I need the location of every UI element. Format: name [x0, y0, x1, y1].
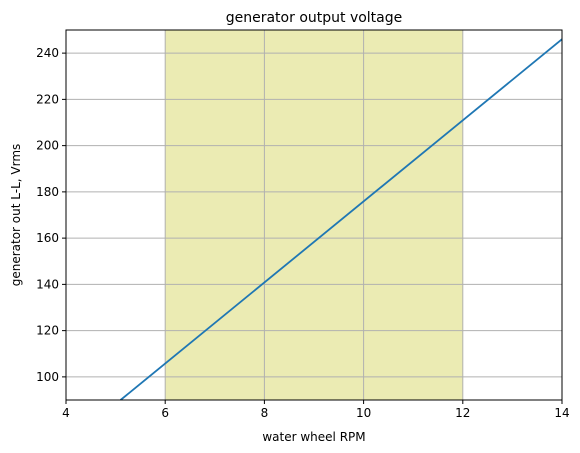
- x-tick-label: 4: [62, 406, 70, 420]
- x-tick-label: 14: [554, 406, 569, 420]
- shaded-region: [165, 30, 463, 400]
- y-tick-label: 100: [36, 370, 59, 384]
- x-axis-label: water wheel RPM: [262, 430, 365, 444]
- shaded-region-layer: [165, 30, 463, 400]
- grid-layer: [66, 30, 562, 400]
- chart-title: generator output voltage: [226, 10, 403, 26]
- y-tick-label: 220: [36, 92, 59, 106]
- x-tick-label: 6: [161, 406, 169, 420]
- series-line: [119, 38, 562, 400]
- x-tick-label: 8: [261, 406, 269, 420]
- y-tick-label: 240: [36, 46, 59, 60]
- y-tick-label: 120: [36, 324, 59, 338]
- plot-frame: [65, 29, 563, 401]
- y-axis-label: generator out L-L, Vrms: [9, 144, 23, 287]
- tick-layer: 4 6 8 10 12 14 100 120 140 160 180 200 220 240: [36, 46, 570, 420]
- y-tick-label: 140: [36, 277, 59, 291]
- y-tick-label: 200: [36, 139, 59, 153]
- y-tick-label: 160: [36, 231, 59, 245]
- x-tick-label: 12: [455, 406, 470, 420]
- x-tick-label: 10: [356, 406, 371, 420]
- series-layer: [119, 38, 562, 400]
- y-tick-label: 180: [36, 185, 59, 199]
